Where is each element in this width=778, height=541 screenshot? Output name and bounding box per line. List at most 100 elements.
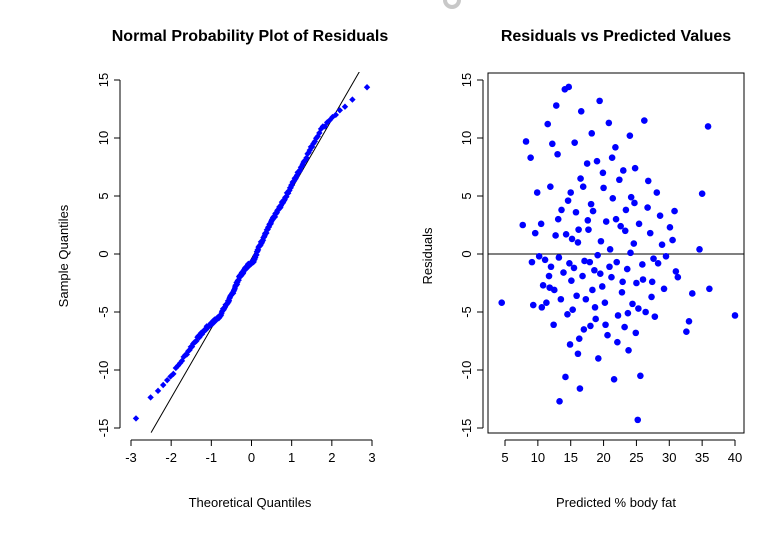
- residuals-plot-x-tick-label: 15: [563, 450, 577, 465]
- qq-point: [176, 359, 184, 367]
- qq-plot-x-tick-label: 3: [368, 450, 375, 465]
- residual-point: [545, 272, 553, 280]
- residuals-panel: Residuals vs Predicted Values Predicted …: [420, 28, 745, 510]
- residual-point: [586, 258, 594, 266]
- residual-point: [538, 304, 546, 311]
- residual-point: [648, 293, 655, 301]
- qq-plot-y-tick-label: -5: [96, 306, 111, 318]
- residuals-plot-x-tick-label: 5: [501, 450, 508, 465]
- residual-point: [565, 83, 573, 91]
- residuals-plot-points: [498, 83, 739, 424]
- residual-point: [543, 299, 550, 307]
- residual-point: [662, 253, 670, 260]
- residual-point: [660, 285, 668, 293]
- qq-plot-x-tick-label: 1: [288, 450, 295, 465]
- residual-point: [623, 265, 631, 273]
- qq-plot-y-tick-label: -15: [96, 419, 111, 438]
- qq-point: [170, 370, 177, 378]
- residual-point: [646, 229, 654, 237]
- residuals-plot-y-tick-label: -15: [459, 419, 474, 438]
- residual-point: [654, 259, 662, 267]
- residual-point: [706, 285, 713, 293]
- residual-point: [529, 301, 537, 309]
- qq-plot-x-tick-label: -2: [165, 450, 177, 465]
- residual-point: [572, 208, 580, 216]
- residual-point: [596, 97, 603, 105]
- residual-point: [621, 323, 628, 331]
- residual-point: [597, 237, 605, 245]
- residual-point: [566, 259, 573, 267]
- residual-point: [575, 226, 582, 233]
- qq-point: [159, 381, 167, 389]
- residuals-plot-y-tick-label: 15: [459, 73, 474, 87]
- residual-point: [696, 246, 703, 253]
- residual-point: [555, 254, 563, 261]
- residual-point: [669, 236, 676, 244]
- residual-point: [606, 263, 613, 271]
- residual-point: [599, 169, 607, 177]
- residual-point: [537, 220, 545, 228]
- residual-point: [672, 268, 680, 275]
- residual-point: [527, 154, 534, 162]
- residual-point: [608, 154, 616, 162]
- residual-point: [591, 304, 599, 311]
- qq-point: [336, 107, 344, 114]
- residual-point: [587, 322, 594, 330]
- residual-point: [554, 215, 562, 223]
- residual-point: [541, 256, 549, 264]
- residual-point: [648, 278, 656, 286]
- residuals-plot-y-tick-label: -10: [459, 361, 474, 380]
- residual-point: [550, 286, 558, 294]
- residual-point: [531, 229, 539, 237]
- residual-point: [642, 308, 649, 316]
- residual-point: [566, 341, 574, 348]
- qq-point: [163, 376, 171, 384]
- residuals-plot-y-tick-label: 0: [459, 250, 474, 257]
- residual-point: [554, 150, 561, 158]
- residual-point: [644, 204, 651, 211]
- residual-point: [584, 217, 592, 224]
- residual-point: [595, 355, 602, 362]
- residual-point: [556, 398, 563, 405]
- residual-point: [594, 251, 601, 259]
- residual-point: [619, 167, 627, 174]
- residuals-plot-x-tick-label: 35: [695, 450, 709, 465]
- residuals-plot-y-tick-label: -5: [459, 306, 474, 318]
- residual-point: [629, 300, 636, 308]
- residual-point: [568, 235, 576, 243]
- residual-point: [585, 226, 592, 233]
- residual-point: [593, 157, 601, 165]
- residual-point: [621, 227, 629, 235]
- qq-point: [363, 84, 371, 91]
- residual-point: [625, 346, 632, 354]
- qq-plot-y-tick-label: 0: [96, 250, 111, 257]
- residual-point: [544, 120, 552, 128]
- residual-point: [731, 312, 739, 319]
- residual-point: [598, 283, 606, 290]
- residual-point: [658, 241, 666, 249]
- residual-point: [674, 273, 682, 281]
- residual-point: [614, 338, 621, 346]
- residual-point: [635, 305, 642, 312]
- residual-point: [547, 263, 555, 271]
- residual-point: [613, 258, 621, 266]
- qq-point: [147, 394, 154, 401]
- residual-point: [608, 273, 615, 281]
- qq-plot-points: [132, 84, 371, 422]
- residual-point: [671, 207, 678, 215]
- residual-point: [656, 212, 664, 220]
- qq-plot-x-tick-label: 2: [328, 450, 335, 465]
- residual-point: [610, 375, 618, 383]
- residual-point: [688, 290, 696, 297]
- residual-point: [653, 189, 661, 196]
- residual-point: [587, 200, 595, 208]
- residual-point: [550, 321, 557, 329]
- residuals-plot-y-tick-label: 5: [459, 192, 474, 199]
- residual-point: [549, 140, 556, 148]
- residual-point: [616, 176, 623, 184]
- qq-plot-x-tick-label: 0: [248, 450, 255, 465]
- qq-plot-ylabel: Sample Quantiles: [56, 204, 71, 307]
- residual-point: [535, 253, 543, 260]
- residual-point: [564, 197, 572, 204]
